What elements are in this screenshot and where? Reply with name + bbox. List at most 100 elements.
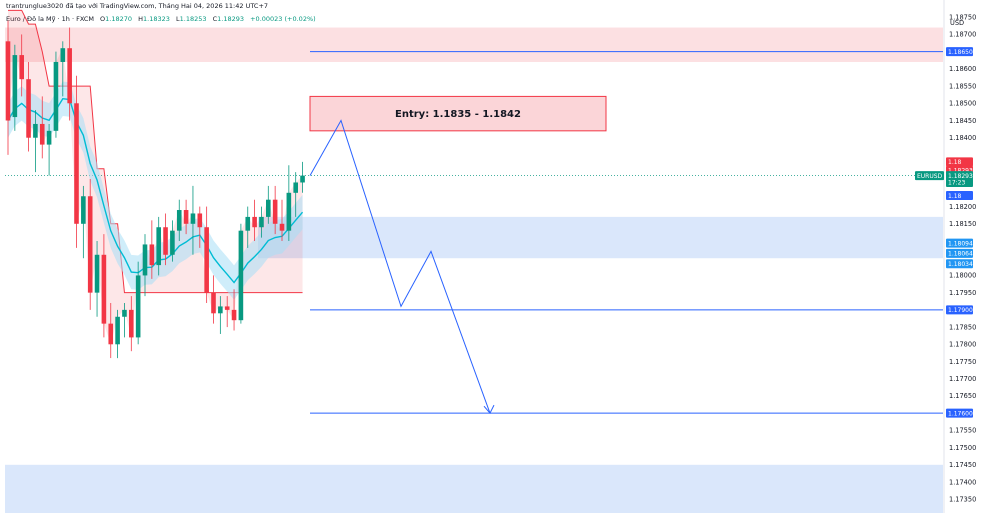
axis-currency: USD: [950, 19, 964, 27]
candle-body: [231, 309, 237, 321]
candle-body: [190, 213, 196, 224]
candle-body: [238, 230, 244, 321]
price-tick-label: 1.17800: [949, 341, 976, 349]
candle-body: [67, 48, 72, 104]
candle-body: [211, 292, 216, 314]
legend-close: 1.18293: [217, 15, 245, 23]
axis-price-badge-label: 17:23: [948, 180, 965, 187]
legend-change: +0.00023 (+0.02%): [250, 15, 316, 23]
entry-label: Entry: 1.1835 - 1.1842: [395, 109, 521, 120]
projected-path: [309, 119, 491, 414]
candle-body: [53, 61, 59, 131]
candles-layer: [5, 20, 305, 359]
candle-body: [60, 48, 66, 62]
candle-body: [218, 306, 223, 314]
candle-body: [19, 55, 24, 80]
price-tick-label: 1.17400: [949, 478, 976, 486]
candle-body: [293, 182, 298, 193]
candle-body: [81, 196, 86, 224]
candle-body: [176, 210, 182, 231]
candle-body: [183, 210, 189, 224]
candle-body: [245, 216, 251, 231]
lower-demand-zone: [5, 464, 943, 513]
price-tick-label: 1.17850: [949, 323, 976, 331]
candle-body: [272, 199, 278, 224]
candle-body: [33, 123, 38, 138]
axis-price-badge-label: 1.18: [948, 193, 962, 200]
candle-body: [156, 227, 161, 266]
axis-price-badge: [946, 157, 973, 167]
candle-body: [46, 130, 52, 145]
candle-body: [163, 227, 168, 255]
candle-body: [87, 196, 93, 293]
price-tick-label: 1.18000: [949, 272, 976, 280]
chart-legend: Euro / Đô la Mỹ · 1h · FXCM O1.18270 H1.…: [6, 15, 316, 23]
price-tick-label: 1.18500: [949, 100, 976, 108]
axis-price-badge: [946, 305, 973, 315]
price-tick-label: 1.18600: [949, 65, 976, 73]
axis-price-badge-label: 1.18293: [948, 173, 973, 180]
legend-high: 1.18323: [143, 15, 170, 23]
candle-body: [286, 192, 292, 231]
axis-price-badge-label: 1.17900: [948, 307, 973, 314]
axis-price-badge: [946, 259, 973, 269]
axis-price-badge: [946, 47, 973, 57]
price-tick-label: 1.17350: [949, 496, 976, 504]
price-tick-label: 1.17950: [949, 289, 976, 297]
candle-body: [94, 254, 100, 293]
candle-body: [129, 309, 134, 338]
axis-price-badge: [946, 408, 973, 418]
candle-body: [26, 79, 31, 138]
symbol-badge-label: EURUSD: [917, 173, 943, 180]
entry-zone-box: [309, 95, 607, 132]
price-tick-label: 1.17500: [949, 444, 976, 452]
price-tick-label: 1.18450: [949, 117, 976, 125]
chart-attribution: trantrunglue3020 đã tạo với TradingView.…: [6, 2, 269, 10]
price-tick-label: 1.18550: [949, 82, 976, 90]
legend-open: 1.18270: [105, 15, 133, 23]
axis-price-badge: [946, 238, 973, 248]
price-tick-label: 1.18750: [949, 14, 976, 22]
candle-body: [5, 41, 11, 121]
symbol-badge: [915, 171, 944, 181]
candle-body: [170, 230, 175, 255]
axis-price-badge: [946, 177, 973, 187]
candle-body: [300, 175, 305, 183]
demand-zone: [258, 216, 943, 259]
price-tick-label: 1.18400: [949, 134, 976, 142]
price-tick-label: 1.17700: [949, 375, 976, 383]
axis-price-badge-label: 1.18034: [948, 261, 973, 268]
candle-body: [142, 244, 148, 276]
price-tick-label: 1.18200: [949, 203, 976, 211]
candle-body: [39, 123, 45, 145]
axis-price-badge-label: 1.18: [948, 159, 962, 166]
candle-body: [122, 309, 127, 317]
price-tick-label: 1.17450: [949, 461, 976, 469]
candle-body: [149, 244, 155, 266]
price-tick-label: 1.18700: [949, 31, 976, 39]
candle-body: [259, 216, 264, 228]
candle-body: [74, 103, 79, 224]
zones-layer: [5, 27, 943, 513]
candle-body: [108, 323, 114, 345]
axis-price-badge-label: 1.18650: [948, 49, 973, 56]
candle-body: [101, 254, 107, 324]
legend-low: 1.18253: [179, 15, 207, 23]
candle-body: [204, 227, 209, 293]
candle-body: [224, 306, 230, 310]
supertrend-fill: [8, 10, 303, 345]
candle-body: [12, 55, 18, 118]
drawings-layer: Entry: 1.1835 - 1.1842: [309, 51, 943, 415]
axis-price-badge: [946, 171, 973, 181]
candle-body: [266, 199, 271, 217]
price-tick-label: 1.18150: [949, 220, 976, 228]
axis-price-badge-label: 1.18064: [948, 251, 973, 258]
axis-price-badge: [946, 248, 973, 258]
price-tick-label: 1.17550: [949, 427, 976, 435]
candle-body: [197, 213, 203, 228]
ma-ribbon: [8, 81, 303, 300]
axis-price-badge-label: 1.17600: [948, 410, 973, 417]
candle-body: [135, 275, 141, 338]
